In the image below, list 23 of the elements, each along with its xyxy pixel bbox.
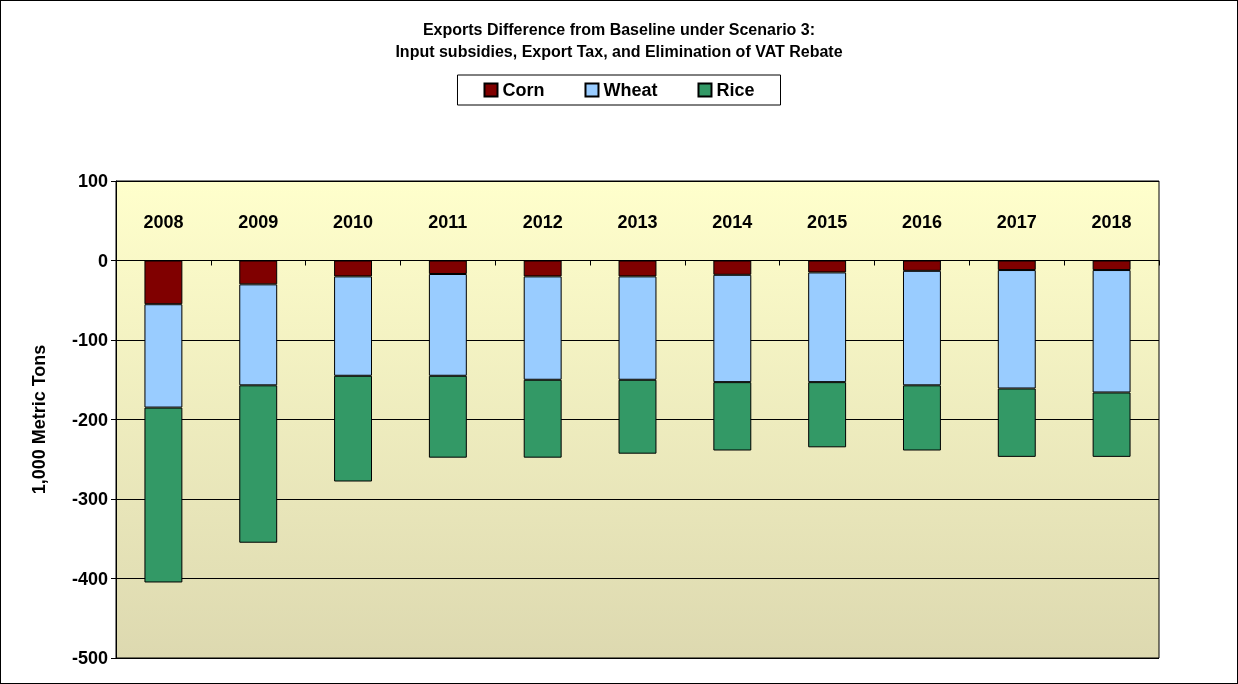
x-tick-label: 2016	[901, 212, 942, 232]
x-tick-label: 2013	[617, 212, 658, 232]
y-tick-label: -400	[71, 568, 108, 589]
y-tick-label: 100	[77, 171, 108, 191]
x-tick-label: 2011	[428, 212, 468, 232]
x-tick-label: 2018	[1091, 212, 1132, 232]
y-tick-label: 0	[97, 250, 108, 271]
x-tick-label: 2008	[143, 212, 184, 232]
y-tick-label: -500	[71, 648, 108, 668]
x-tick-label: 2015	[807, 212, 848, 232]
x-tick-label: 2012	[522, 212, 563, 232]
y-tick-label: -200	[71, 409, 108, 430]
x-tick-label: 2009	[238, 212, 279, 232]
y-axis-title: 1,000 Metric Tons	[29, 344, 49, 495]
x-tick-label: 2017	[996, 212, 1037, 232]
x-tick-label: 2014	[712, 212, 753, 232]
y-tick-label: -300	[71, 489, 108, 509]
legend-label: Rice	[716, 80, 755, 100]
x-tick-label: 2010	[333, 212, 374, 232]
y-tick-label: -100	[71, 330, 108, 350]
legend-label: Wheat	[603, 80, 658, 100]
legend-label: Corn	[502, 80, 545, 100]
chart-title: Exports Difference from Baseline under Scenario 3: Input subsidies, Export Tax, and Elimination of VAT Rebate	[395, 20, 843, 60]
